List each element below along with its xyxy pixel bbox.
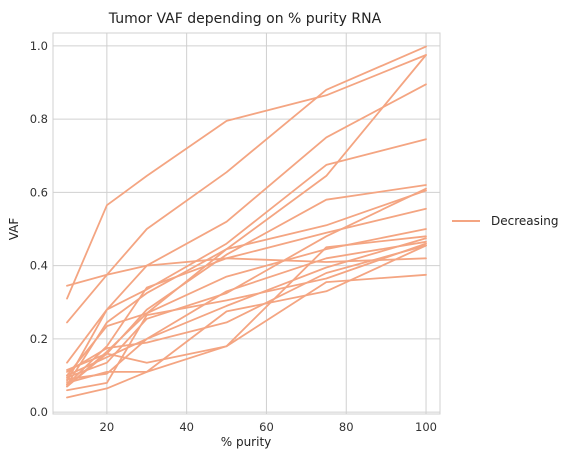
y-tick-label: 0.8 bbox=[30, 112, 48, 126]
y-tick-label: 1.0 bbox=[30, 39, 48, 53]
series-line-1 bbox=[66, 54, 427, 300]
plot-frame bbox=[52, 32, 441, 415]
y-tick-label: 0.0 bbox=[30, 405, 48, 419]
series-line-17 bbox=[66, 273, 427, 399]
x-tick-label: 60 bbox=[259, 420, 274, 434]
x-tick-label: 80 bbox=[339, 420, 354, 434]
legend-label-decreasing: Decreasing bbox=[491, 214, 558, 228]
series-line-5 bbox=[66, 138, 427, 382]
series-line-14 bbox=[66, 244, 427, 373]
legend: Decreasing bbox=[452, 214, 558, 228]
y-tick-label: 0.6 bbox=[30, 185, 48, 199]
x-axis-label: % purity bbox=[221, 435, 272, 449]
series-line-4 bbox=[66, 83, 427, 364]
x-tick-label: 100 bbox=[415, 420, 437, 434]
x-tick-label: 20 bbox=[100, 420, 115, 434]
series-line-15 bbox=[66, 235, 427, 388]
series-line-2 bbox=[66, 45, 427, 324]
tick-labels: 20 40 60 80 100 0.0 0.2 0.4 0.6 0.8 1.0 bbox=[30, 39, 437, 434]
series-line-7 bbox=[66, 184, 427, 371]
series-line-3 bbox=[66, 257, 427, 287]
x-tick-label: 40 bbox=[179, 420, 194, 434]
series-line-11 bbox=[66, 187, 427, 379]
series-lines bbox=[66, 45, 427, 399]
y-tick-label: 0.4 bbox=[30, 259, 48, 273]
series-line-18 bbox=[66, 242, 427, 392]
y-axis-label: VAF bbox=[7, 218, 21, 241]
series-line-13 bbox=[66, 237, 427, 377]
grid-lines bbox=[53, 33, 440, 414]
series-line-16 bbox=[66, 244, 427, 384]
series-line-8 bbox=[66, 189, 427, 377]
chart-title: Tumor VAF depending on % purity RNA bbox=[108, 11, 382, 27]
y-tick-label: 0.2 bbox=[30, 332, 48, 346]
series-line-6 bbox=[66, 54, 427, 386]
